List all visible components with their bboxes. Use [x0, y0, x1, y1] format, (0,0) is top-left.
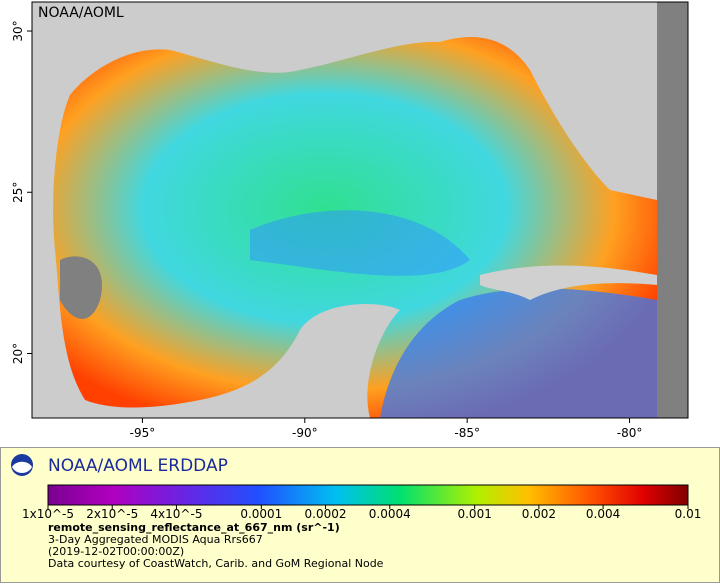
colorbar-tick-label: 0.0002 — [305, 507, 347, 521]
x-tick-label: -90° — [292, 426, 318, 440]
legend-line: Data courtesy of CoastWatch, Carib. and … — [48, 557, 384, 570]
colorbar-tick-label: 0.01 — [675, 507, 702, 521]
colorbar-tick-label: 2x10^-5 — [86, 507, 138, 521]
variable-name: remote_sensing_reflectance_at_667_nm (sr… — [48, 521, 340, 534]
legend-line: (2019-12-02T00:00:00Z) — [48, 545, 184, 558]
map-frame — [31, 1, 689, 419]
noaa-logo-bird — [12, 461, 32, 473]
no-data-strip — [657, 2, 688, 418]
legend-line: 3-Day Aggregated MODIS Aqua Rrs667 — [48, 533, 263, 546]
colorbar-tick-label: 1x10^-5 — [22, 507, 74, 521]
legend-title: NOAA/AOML ERDDAP — [48, 456, 228, 476]
y-tick-label: 30° — [11, 20, 25, 41]
colorbar-tick-label: 0.004 — [586, 507, 620, 521]
deep-water — [250, 210, 470, 276]
y-tick-label: 20° — [11, 343, 25, 364]
colorbar — [47, 484, 689, 506]
y-tick-label: 25° — [11, 182, 25, 203]
colorbar-tick-label: 0.0004 — [369, 507, 411, 521]
legend-panel — [0, 447, 720, 583]
x-tick-label: -85° — [454, 426, 480, 440]
map: NOAA/AOML — [31, 1, 689, 419]
colorbar-tick-label: 4x10^-5 — [150, 507, 202, 521]
colorbar-tick-label: 0.0001 — [240, 507, 282, 521]
x-tick-label: -95° — [130, 426, 156, 440]
cuba — [480, 265, 657, 300]
x-tick-label: -80° — [617, 426, 643, 440]
caribbean-water — [380, 288, 657, 418]
no-data — [60, 256, 102, 319]
map-label: NOAA/AOML — [38, 5, 124, 21]
colorbar-tick-label: 0.001 — [457, 507, 491, 521]
colorbar-tick-label: 0.002 — [522, 507, 556, 521]
